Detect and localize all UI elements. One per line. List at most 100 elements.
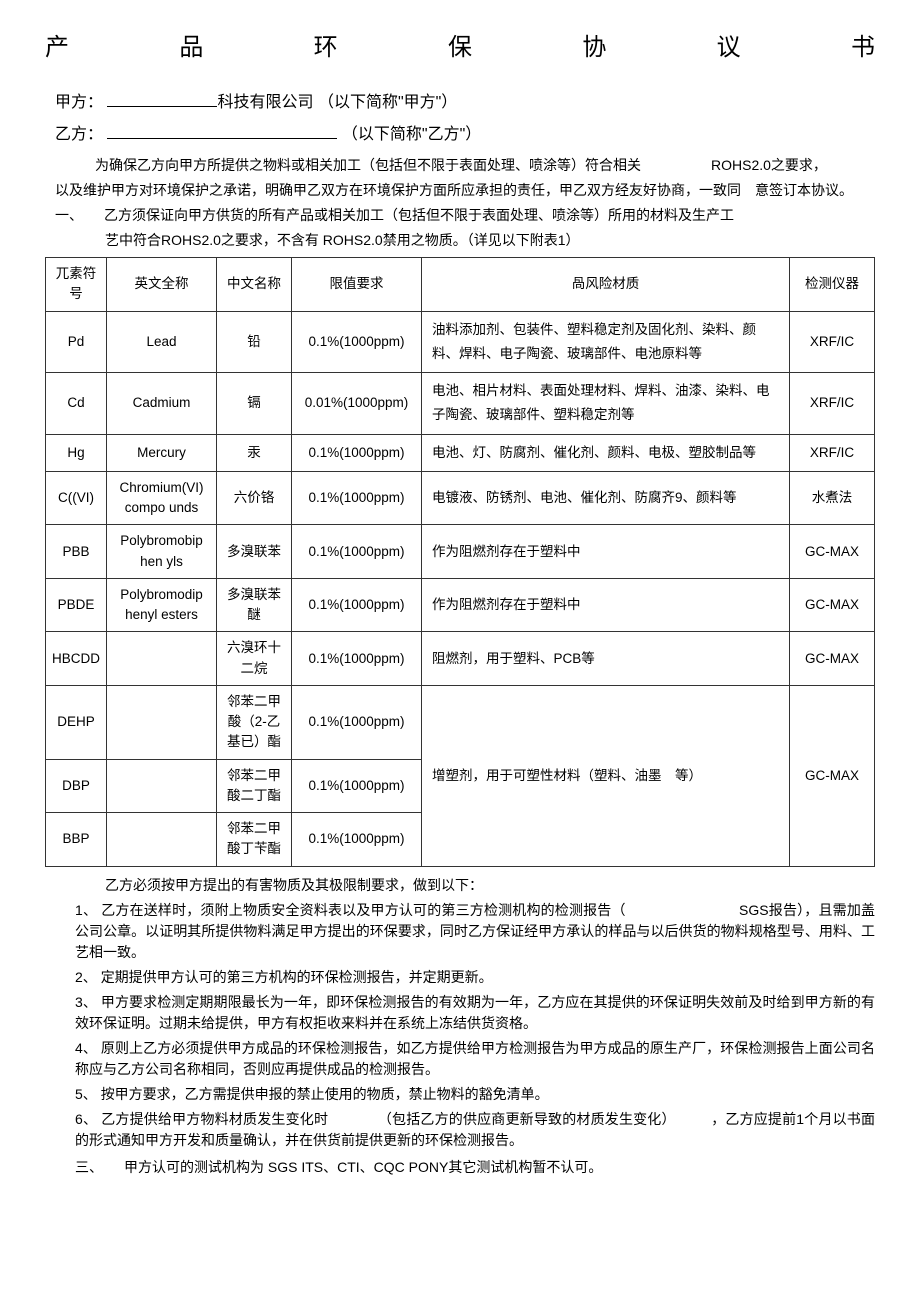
cell-chinese: 镉 — [217, 373, 292, 435]
cell-limit: 0.1%(1000ppm) — [292, 813, 422, 867]
cell-chinese: 铅 — [217, 311, 292, 373]
party-b-line: 乙方： （以下简称"乙方"） — [55, 123, 875, 147]
cell-chinese: 邻苯二甲酸丁苄酯 — [217, 813, 292, 867]
th-risk: 咼风险材质 — [422, 258, 790, 312]
section-1-sub: 艺中符合ROHS2.0之要求，不含有 ROHS2.0禁用之物质。（详见以下附表1… — [105, 230, 875, 251]
list-item: 4、 原则上乙方必须提供甲方成品的环保检测报告，如乙方提供给甲方检测报告为甲方成… — [75, 1038, 875, 1080]
cell-risk: 电镀液、防锈剂、电池、催化剂、防腐齐9、颜料等 — [422, 471, 790, 525]
cell-risk: 作为阻燃剂存在于塑料中 — [422, 525, 790, 579]
table-row: C((VI) Chromium(VI) compo unds 六价铬 0.1%(… — [46, 471, 875, 525]
party-a-label: 甲方： — [55, 94, 103, 111]
cell-english — [107, 759, 217, 813]
item-number: 4、 — [75, 1040, 97, 1056]
cell-instrument-merged: GC-MAX — [790, 685, 875, 866]
cell-limit: 0.1%(1000ppm) — [292, 578, 422, 632]
cell-chinese: 六溴环十二烷 — [217, 632, 292, 686]
list-item: 6、 乙方提供给甲方物料材质发生变化时 （包括乙方的供应商更新导致的材质发生变化… — [75, 1109, 875, 1151]
cell-chinese: 六价铬 — [217, 471, 292, 525]
intro-paragraph-2: 以及维护甲方对环境保护之承诺，明确甲乙双方在环境保护方面所应承担的责任，甲乙双方… — [55, 180, 875, 201]
th-limit: 限值要求 — [292, 258, 422, 312]
table-header-row: 兀素符 号 英文全称 中文名称 限值要求 咼风险材质 检测仪器 — [46, 258, 875, 312]
item-number: 2、 — [75, 969, 97, 985]
cell-risk: 电池、灯、防腐剂、催化剂、颜料、电极、塑胶制品等 — [422, 434, 790, 471]
item-text: 乙方在送样时，须附上物质安全资料表以及甲方认可的第三方检测机构的检测报告（ SG… — [75, 902, 875, 960]
cell-symbol: HBCDD — [46, 632, 107, 686]
cell-instrument: 水煮法 — [790, 471, 875, 525]
cell-symbol: C((VI) — [46, 471, 107, 525]
cell-limit: 0.1%(1000ppm) — [292, 311, 422, 373]
cell-symbol: Cd — [46, 373, 107, 435]
cell-limit: 0.1%(1000ppm) — [292, 471, 422, 525]
table-row: Hg Mercury 汞 0.1%(1000ppm) 电池、灯、防腐剂、催化剂、… — [46, 434, 875, 471]
table-row: PBDE Polybromodip henyl esters 多溴联苯 醚 0.… — [46, 578, 875, 632]
cell-symbol: DEHP — [46, 685, 107, 759]
cell-risk-merged: 增塑剂，用于可塑性材料（塑料、油墨 等） — [422, 685, 790, 866]
cell-limit: 0.1%(1000ppm) — [292, 759, 422, 813]
item-number: 1、 — [75, 902, 97, 918]
cell-risk: 电池、相片材料、表面处理材料、焊料、油漆、染料、电子陶瓷、玻璃部件、塑料稳定剂等 — [422, 373, 790, 435]
item-text: 乙方提供给甲方物料材质发生变化时 （包括乙方的供应商更新导致的材质发生变化） ，… — [75, 1111, 875, 1148]
cell-english: Chromium(VI) compo unds — [107, 471, 217, 525]
item-number: 5、 — [75, 1086, 97, 1102]
item-text: 原则上乙方必须提供甲方成品的环保检测报告，如乙方提供给甲方检测报告为甲方成品的原… — [75, 1040, 875, 1077]
list-item: 5、 按甲方要求，乙方需提供申报的禁止使用的物质，禁止物料的豁免清单。 — [75, 1084, 875, 1105]
cell-english — [107, 632, 217, 686]
item-text: 甲方要求检测定期期限最长为一年，即环保检测报告的有效期为一年，乙方应在其提供的环… — [75, 994, 875, 1031]
party-b-label: 乙方： — [55, 126, 103, 143]
party-a-alias: （以下简称"甲方"） — [318, 94, 457, 111]
section-1-heading: 一、 乙方须保证向甲方供货的所有产品或相关加工（包括但不限于表面处理、喷涂等）所… — [55, 205, 875, 226]
cell-symbol: PBB — [46, 525, 107, 579]
cell-risk: 油料添加剂、包装件、塑料稳定剂及固化剂、染料、颜料、焊料、电子陶瓷、玻璃部件、电… — [422, 311, 790, 373]
th-symbol: 兀素符 号 — [46, 258, 107, 312]
list-item: 2、 定期提供甲方认可的第三方机构的环保检测报告，并定期更新。 — [75, 967, 875, 988]
party-b-blank — [107, 123, 337, 139]
cell-limit: 0.1%(1000ppm) — [292, 685, 422, 759]
cell-symbol: Hg — [46, 434, 107, 471]
table-row: DEHP 邻苯二甲酸（2-乙基已）酯 0.1%(1000ppm) 增塑剂，用于可… — [46, 685, 875, 759]
item-number: 3、 — [75, 994, 97, 1010]
cell-english: Mercury — [107, 434, 217, 471]
cell-english: Polybromobip hen yls — [107, 525, 217, 579]
cell-english: Lead — [107, 311, 217, 373]
cell-english: Cadmium — [107, 373, 217, 435]
after-table-text: 乙方必须按甲方提出的有害物质及其极限制要求，做到以下： — [105, 875, 875, 896]
cell-instrument: GC-MAX — [790, 525, 875, 579]
item-text: 按甲方要求，乙方需提供申报的禁止使用的物质，禁止物料的豁免清单。 — [101, 1086, 549, 1102]
cell-chinese: 邻苯二甲酸（2-乙基已）酯 — [217, 685, 292, 759]
party-a-blank — [107, 91, 217, 107]
table-row: PBB Polybromobip hen yls 多溴联苯 0.1%(1000p… — [46, 525, 875, 579]
party-b-alias: （以下简称"乙方"） — [342, 126, 481, 143]
table-row: HBCDD 六溴环十二烷 0.1%(1000ppm) 阻燃剂，用于塑料、PCB等… — [46, 632, 875, 686]
cell-symbol: DBP — [46, 759, 107, 813]
cell-risk: 作为阻燃剂存在于塑料中 — [422, 578, 790, 632]
document-title: 产 品 环 保 协 议 书 — [45, 30, 875, 66]
cell-limit: 0.01%(1000ppm) — [292, 373, 422, 435]
cell-chinese: 邻苯二甲酸二丁酯 — [217, 759, 292, 813]
cell-instrument: GC-MAX — [790, 632, 875, 686]
cell-instrument: XRF/IC — [790, 311, 875, 373]
cell-chinese: 多溴联苯 — [217, 525, 292, 579]
cell-instrument: XRF/IC — [790, 373, 875, 435]
intro-paragraph-1: 为确保乙方向甲方所提供之物料或相关加工（包括但不限于表面处理、喷涂等）符合相关 … — [95, 155, 875, 176]
table-row: Cd Cadmium 镉 0.01%(1000ppm) 电池、相片材料、表面处理… — [46, 373, 875, 435]
list-item: 3、 甲方要求检测定期期限最长为一年，即环保检测报告的有效期为一年，乙方应在其提… — [75, 992, 875, 1034]
item-number: 6、 — [75, 1111, 97, 1127]
cell-limit: 0.1%(1000ppm) — [292, 525, 422, 579]
th-english: 英文全称 — [107, 258, 217, 312]
cell-symbol: Pd — [46, 311, 107, 373]
party-a-line: 甲方： 科技有限公司 （以下简称"甲方"） — [55, 91, 875, 115]
cell-limit: 0.1%(1000ppm) — [292, 632, 422, 686]
cell-english: Polybromodip henyl esters — [107, 578, 217, 632]
cell-english — [107, 685, 217, 759]
cell-english — [107, 813, 217, 867]
party-a-company: 科技有限公司 — [217, 94, 313, 111]
cell-chinese: 汞 — [217, 434, 292, 471]
th-chinese: 中文名称 — [217, 258, 292, 312]
cell-limit: 0.1%(1000ppm) — [292, 434, 422, 471]
substances-table: 兀素符 号 英文全称 中文名称 限值要求 咼风险材质 检测仪器 Pd Lead … — [45, 257, 875, 867]
cell-chinese: 多溴联苯 醚 — [217, 578, 292, 632]
item-text: 定期提供甲方认可的第三方机构的环保检测报告，并定期更新。 — [101, 969, 493, 985]
section-3-text: 三、 甲方认可的测试机构为 SGS ITS、CTI、CQC PONY其它测试机构… — [75, 1157, 875, 1178]
cell-instrument: XRF/IC — [790, 434, 875, 471]
cell-risk: 阻燃剂，用于塑料、PCB等 — [422, 632, 790, 686]
